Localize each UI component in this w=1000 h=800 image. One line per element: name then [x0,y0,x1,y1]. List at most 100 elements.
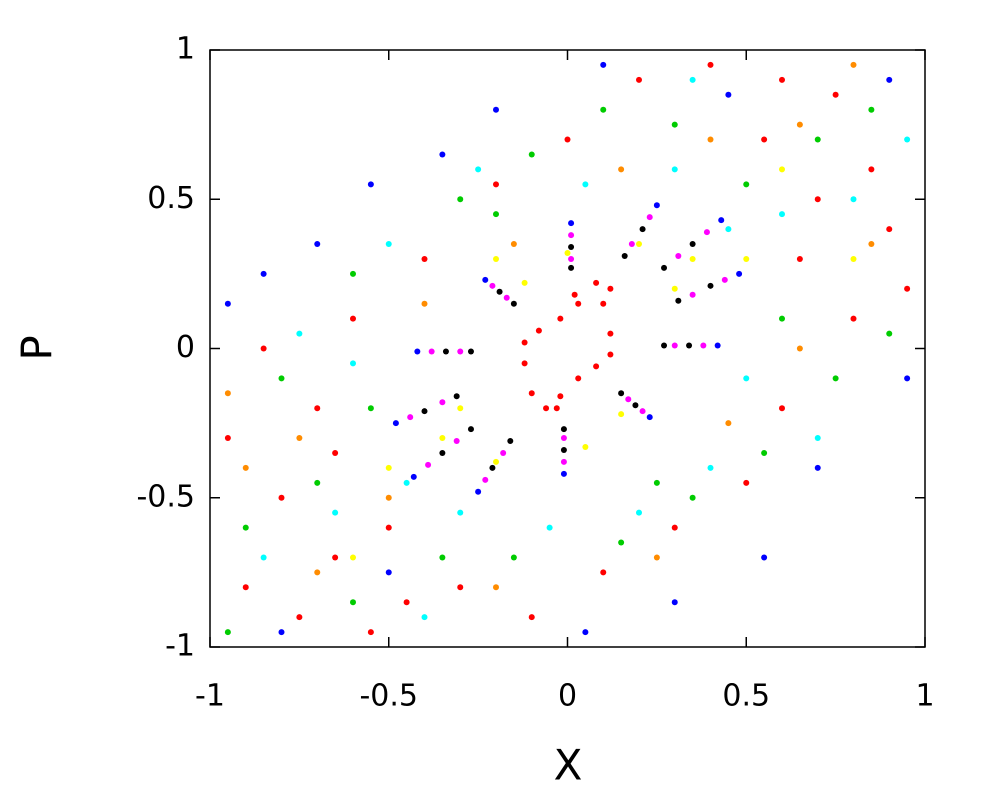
point [575,375,582,382]
point [350,270,356,277]
point [850,61,857,68]
point [707,282,714,289]
point [278,629,285,636]
point [421,614,428,621]
point [689,76,696,83]
point [904,375,911,382]
point [224,300,231,307]
point [618,166,625,173]
point [528,151,535,158]
point [600,300,607,307]
point [743,375,750,382]
point [439,449,446,456]
point [725,420,732,427]
point [510,241,517,248]
point [403,479,410,486]
point [689,255,696,262]
x-axis-label: X [554,741,583,790]
point [568,264,575,271]
point [714,342,721,349]
point [779,76,785,83]
point [392,420,399,427]
point [439,151,446,158]
point [421,300,428,307]
point [743,255,750,262]
point [628,241,635,248]
point [743,479,750,486]
point [564,249,571,256]
point [761,136,768,143]
point [653,554,660,561]
point [707,136,714,143]
point [314,241,321,248]
point [428,348,435,355]
point [904,285,911,292]
point [493,181,499,188]
point [725,226,732,233]
point [425,461,432,468]
point [410,473,417,480]
point [535,327,542,334]
point [736,270,743,277]
point [568,244,575,251]
point [582,181,589,188]
point [850,255,857,262]
point [421,408,428,415]
point [568,255,575,262]
point [521,360,528,367]
point [453,393,460,400]
point [814,196,821,203]
point [296,614,303,621]
point [489,282,496,289]
point [367,181,374,188]
point [607,330,614,337]
point [457,405,464,412]
point [560,446,567,453]
point [350,554,356,561]
point [385,464,392,471]
point [868,166,875,173]
point [260,270,267,277]
point [496,288,503,295]
point [385,494,392,501]
x-tick-label: 1 [915,679,934,714]
point [639,226,646,233]
point [414,348,421,355]
point [557,393,564,400]
point [482,276,489,283]
point [224,390,231,397]
point [832,91,839,98]
point [632,402,639,409]
point [493,458,499,465]
point [671,166,678,173]
point [560,426,567,433]
point [493,106,499,113]
point [500,449,507,456]
point [467,426,474,433]
point [510,300,517,307]
point [560,458,567,465]
point [260,345,267,352]
point [718,217,725,224]
point [457,584,464,591]
point [242,584,249,591]
point [453,438,460,445]
x-tick-label: 0.5 [722,679,770,714]
point [503,294,510,301]
point [689,241,696,248]
point [350,360,356,367]
point [507,438,514,445]
point [796,345,803,352]
y-tick-label: -0.5 [136,479,195,514]
x-tick-label: -1 [195,679,225,714]
point [671,121,678,128]
point [560,470,567,477]
point [761,449,768,456]
point [618,539,625,546]
point [278,494,285,501]
point [593,363,600,370]
point [528,614,535,621]
point [743,181,750,188]
point [725,91,732,98]
